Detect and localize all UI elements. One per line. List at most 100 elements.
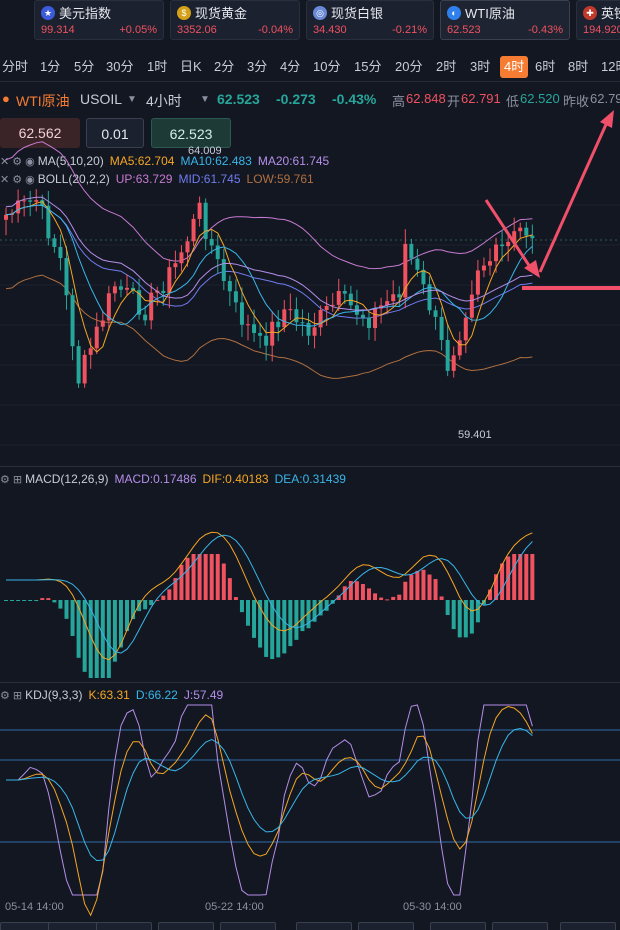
period-select[interactable]: 4小时	[146, 93, 182, 109]
uk-flag-icon: ✚	[583, 5, 597, 20]
candle-body	[445, 339, 450, 371]
indicator-tab[interactable]	[96, 922, 152, 930]
panel-divider[interactable]	[0, 682, 620, 683]
candle-body	[149, 292, 154, 321]
timeframe-tab[interactable]: 10分	[313, 59, 341, 74]
timeframe-tab[interactable]: 8时	[568, 59, 589, 74]
timeframe-tab[interactable]: 1时	[147, 59, 168, 74]
macd-histogram-bar	[52, 600, 57, 603]
timeframe-tab[interactable]: 2时	[436, 59, 457, 74]
ticker-card[interactable]: ◎ 现货白银 34.430 -0.21%	[306, 0, 434, 40]
sell-price-button[interactable]: 62.562	[0, 118, 80, 148]
eye-icon[interactable]: ◉	[25, 173, 35, 186]
symbol-code[interactable]: USOIL	[80, 91, 123, 107]
timeframe-tab[interactable]: 4分	[280, 59, 301, 74]
candle-body	[306, 322, 311, 336]
ticker-price: 99.314	[41, 24, 75, 36]
macd-histogram-bar	[94, 600, 99, 678]
boll-label: BOLL(20,2,2)	[37, 172, 110, 186]
plus-box-icon[interactable]: ⊞	[12, 689, 23, 702]
buy-price-button[interactable]: 62.523	[151, 118, 231, 148]
candle-body	[118, 286, 123, 290]
plus-box-icon[interactable]: ⊞	[12, 473, 23, 486]
order-panel: 62.562 0.01 62.523	[0, 118, 620, 148]
timeframe-tab[interactable]: 4时	[500, 56, 529, 78]
boll-upper-line	[5, 141, 533, 270]
gear-icon[interactable]: ⚙	[12, 173, 23, 186]
timeframe-tab[interactable]: 15分	[354, 59, 382, 74]
gear-icon[interactable]: ⚙	[0, 689, 10, 702]
timeframe-tab[interactable]: 20分	[395, 59, 423, 74]
candle-body	[125, 287, 129, 290]
timeframe-tab[interactable]: 12时	[601, 59, 620, 74]
timeframe-tab[interactable]: 3分	[247, 59, 268, 74]
timeframe-tab[interactable]: 日K	[180, 59, 202, 74]
macd-histogram-bar	[203, 554, 208, 600]
macd-histogram-bar	[264, 600, 269, 657]
macd-histogram-bar	[125, 600, 129, 632]
candle-body	[270, 321, 275, 346]
up-arrow-line	[538, 119, 610, 273]
indicator-tab[interactable]	[560, 922, 616, 930]
timeframe-tab[interactable]: 1分	[40, 59, 61, 74]
panel-divider[interactable]	[0, 466, 620, 467]
macd-histogram-bar	[270, 600, 275, 660]
ticker-card[interactable]: ✚ 英镑 194.920	[576, 0, 620, 40]
indicator-tab[interactable]	[430, 922, 486, 930]
period-chevron-icon[interactable]: ▼	[200, 94, 210, 105]
macd-histogram-bar	[354, 581, 359, 600]
macd-histogram-bar	[155, 599, 160, 601]
indicator-tab[interactable]	[492, 922, 548, 930]
macd-histogram-bar	[427, 574, 432, 600]
eye-icon[interactable]: ◉	[25, 155, 35, 168]
low-label: 低	[506, 94, 520, 109]
timeframe-tab[interactable]: 30分	[106, 59, 134, 74]
ticker-change: +0.05%	[119, 24, 157, 36]
candle-body	[469, 294, 474, 318]
moving-averages	[5, 196, 533, 353]
candle-body	[481, 265, 486, 271]
candle-body	[403, 243, 408, 298]
oil-drop-icon: ◐	[447, 5, 461, 20]
macd-histogram-bar	[161, 595, 166, 600]
candle-body	[82, 354, 87, 384]
ticker-card[interactable]: ★ 美元指数 99.314 +0.05%	[34, 0, 164, 40]
low-value: 62.520	[520, 91, 560, 106]
macd-histogram-bar	[34, 600, 39, 601]
macd-histogram-bar	[215, 554, 220, 600]
gear-icon[interactable]: ⚙	[12, 155, 23, 168]
ticker-card[interactable]: ◐ WTI原油 62.523 -0.43%	[440, 0, 570, 40]
indicator-tab[interactable]	[296, 922, 352, 930]
candle-body	[258, 332, 263, 336]
macd-histogram-bar	[239, 600, 244, 613]
timeframe-tab[interactable]: 分时	[2, 59, 29, 74]
macd-histogram-bar	[64, 600, 69, 619]
symbol-name[interactable]: WTI原油	[16, 93, 70, 109]
indicator-tab[interactable]	[358, 922, 414, 930]
timeframe-tab[interactable]: 6时	[535, 59, 556, 74]
ticker-card[interactable]: $ 现货黄金 3352.06 -0.04%	[170, 0, 300, 40]
indicator-tab[interactable]	[220, 922, 276, 930]
candle-body	[409, 243, 414, 259]
dif-line	[6, 531, 533, 661]
lot-size-input[interactable]: 0.01	[86, 118, 144, 148]
ma10-value: MA10:62.483	[180, 154, 252, 168]
candle-body	[348, 293, 353, 306]
kdj-legend: ⚙ ⊞ KDJ(9,3,3) K:63.31 D:66.22 J:57.49	[0, 687, 223, 703]
close-icon[interactable]: ✕	[0, 155, 10, 168]
candle-body	[397, 294, 402, 298]
timeframe-tab[interactable]: 2分	[214, 59, 235, 74]
macd-histogram-bar	[439, 596, 444, 600]
timeframe-tab[interactable]: 5分	[74, 59, 95, 74]
candle-body	[4, 214, 8, 220]
close-icon[interactable]: ✕	[0, 173, 10, 186]
macd-histogram-bar	[494, 574, 499, 600]
prev-close-label: 昨收	[563, 94, 590, 109]
chevron-down-icon[interactable]: ▼	[127, 94, 137, 105]
candle-body	[336, 290, 341, 305]
gear-icon[interactable]: ⚙	[0, 473, 10, 486]
timeframe-tab[interactable]: 3时	[470, 59, 491, 74]
indicator-tab[interactable]	[158, 922, 214, 930]
boll-mid-line	[5, 204, 533, 319]
